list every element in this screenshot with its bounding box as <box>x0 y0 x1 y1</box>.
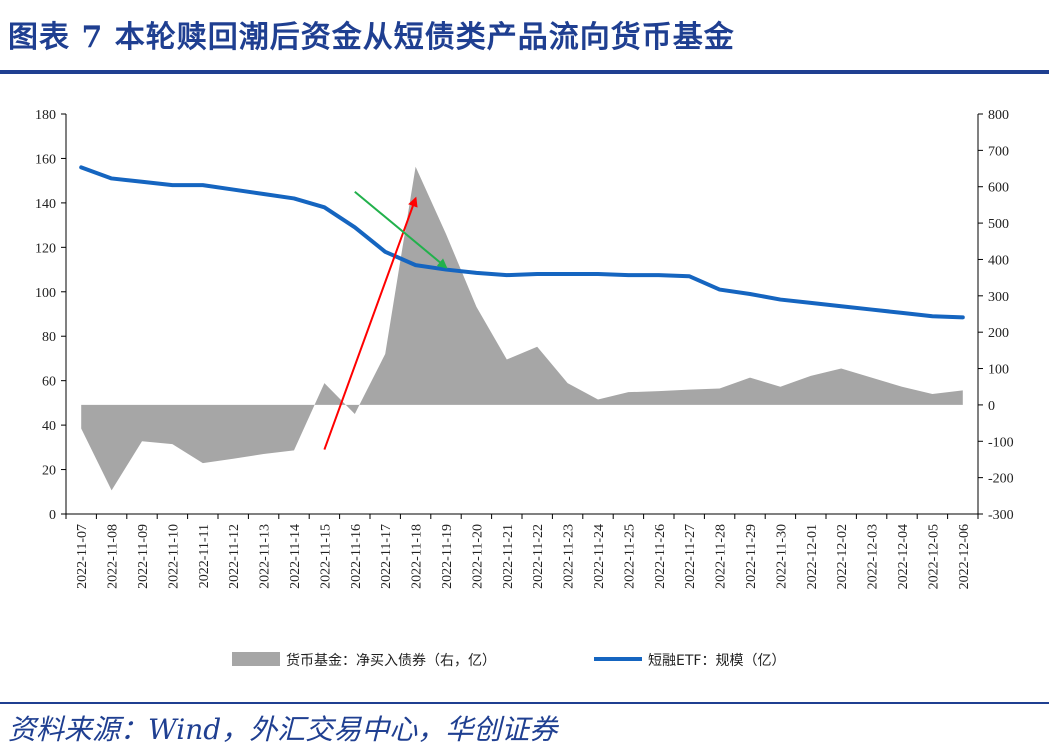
x-tick-label: 2022-11-29 <box>744 524 759 589</box>
y-right-tick-label: -200 <box>988 472 1014 487</box>
y-right-tick-label: 300 <box>988 290 1009 305</box>
x-tick-label: 2022-11-22 <box>531 524 546 589</box>
legend-area-swatch <box>232 652 280 666</box>
line-etf-size <box>79 165 965 320</box>
y-right-tick-label: 400 <box>988 253 1009 268</box>
y-right-tick-label: 500 <box>988 217 1009 232</box>
line-series <box>79 165 965 320</box>
x-tick-label: 2022-11-26 <box>653 524 668 589</box>
x-tick-label: 2022-12-03 <box>866 524 881 589</box>
red-arrow <box>323 196 418 450</box>
y-left-tick-label: 120 <box>35 241 56 256</box>
source-note: 资料来源：Wind，外汇交易中心，华创证券 <box>8 713 558 746</box>
x-tick-label: 2022-12-05 <box>926 524 941 589</box>
x-tick-label: 2022-11-18 <box>410 524 425 589</box>
x-tick-label: 2022-11-10 <box>166 524 181 589</box>
x-tick-label: 2022-12-01 <box>805 524 820 589</box>
y-left-tick-label: 0 <box>49 508 56 523</box>
x-tick-label: 2022-11-13 <box>258 524 273 589</box>
annotations <box>323 191 448 450</box>
x-tick-label: 2022-11-12 <box>227 524 242 589</box>
y-right-tick-label: 200 <box>988 326 1009 341</box>
x-tick-label: 2022-11-08 <box>106 524 121 589</box>
y-right-tick-label: -300 <box>988 508 1014 523</box>
y-left-tick-label: 80 <box>42 330 56 345</box>
axes: 1801601401201008060402008007006005004003… <box>35 108 1014 589</box>
x-tick-label: 2022-11-23 <box>562 524 577 589</box>
x-tick-label: 2022-11-30 <box>774 524 789 589</box>
y-right-tick-label: -100 <box>988 435 1014 450</box>
area-net-buy-bonds <box>81 166 963 491</box>
y-left-tick-label: 160 <box>35 152 56 167</box>
x-tick-label: 2022-12-06 <box>957 524 972 589</box>
x-tick-label: 2022-11-15 <box>318 524 333 589</box>
x-tick-label: 2022-11-17 <box>379 524 394 589</box>
x-tick-label: 2022-11-24 <box>592 524 607 589</box>
x-tick-label: 2022-11-16 <box>349 524 364 589</box>
source-divider <box>0 702 1049 704</box>
legend-line-label: 短融ETF：规模（亿） <box>648 653 785 669</box>
green-arrow <box>354 191 448 269</box>
chart: 1801601401201008060402008007006005004003… <box>35 108 1014 669</box>
x-tick-label: 2022-11-25 <box>622 524 637 589</box>
x-tick-label: 2022-11-19 <box>440 524 455 589</box>
x-tick-label: 2022-11-11 <box>197 524 212 588</box>
legend: 货币基金：净买入债券（右，亿） 短融ETF：规模（亿） <box>232 652 785 669</box>
y-left-tick-label: 100 <box>35 286 56 301</box>
y-left-tick-label: 180 <box>35 108 56 123</box>
y-left-tick-label: 60 <box>42 375 56 390</box>
x-tick-label: 2022-12-04 <box>896 524 911 589</box>
y-right-tick-label: 800 <box>988 108 1009 123</box>
y-right-tick-label: 600 <box>988 181 1009 196</box>
y-right-tick-label: 700 <box>988 144 1009 159</box>
title-divider <box>0 70 1049 74</box>
x-tick-label: 2022-11-09 <box>136 524 151 589</box>
y-right-tick-label: 100 <box>988 363 1009 378</box>
chart-title: 图表 7 本轮赎回潮后资金从短债类产品流向货币基金 <box>8 20 735 55</box>
x-tick-label: 2022-11-27 <box>683 524 698 589</box>
x-tick-label: 2022-12-02 <box>835 524 850 589</box>
x-tick-label: 2022-11-07 <box>75 524 90 589</box>
x-tick-label: 2022-11-14 <box>288 524 303 589</box>
y-left-tick-label: 40 <box>42 419 56 434</box>
area-series <box>81 166 963 491</box>
x-tick-label: 2022-11-20 <box>470 524 485 589</box>
y-left-tick-label: 140 <box>35 197 56 212</box>
x-tick-label: 2022-11-21 <box>501 524 516 589</box>
y-left-tick-label: 20 <box>42 464 56 479</box>
legend-area-label: 货币基金：净买入债券（右，亿） <box>286 652 496 669</box>
x-tick-label: 2022-11-28 <box>714 524 729 589</box>
y-right-tick-label: 0 <box>988 399 995 414</box>
